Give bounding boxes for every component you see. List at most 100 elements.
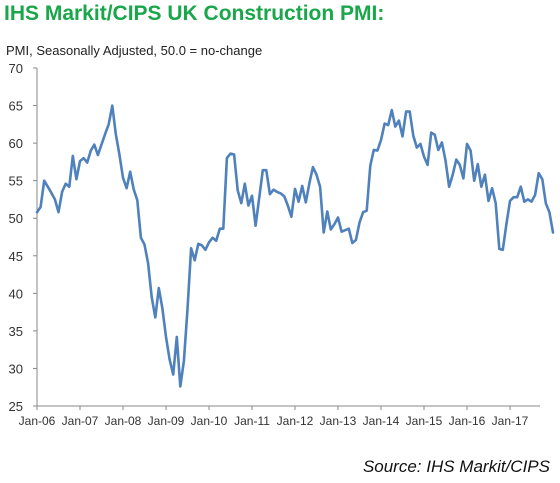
data-point <box>158 287 160 289</box>
plot-area <box>35 104 555 388</box>
data-point <box>538 172 540 174</box>
y-tick-label: 45 <box>9 249 23 264</box>
y-tick-label: 25 <box>9 399 23 414</box>
data-point <box>308 183 310 185</box>
data-point <box>477 163 479 165</box>
data-point <box>269 193 271 195</box>
data-point <box>344 229 346 231</box>
data-point <box>237 189 239 191</box>
data-point <box>244 183 246 185</box>
data-point <box>54 198 56 200</box>
data-point <box>487 200 489 202</box>
data-point <box>254 225 256 227</box>
y-tick-label: 65 <box>9 99 23 114</box>
data-point <box>65 183 67 185</box>
data-point <box>283 195 285 197</box>
data-point <box>305 201 307 203</box>
data-point <box>204 249 206 251</box>
data-point <box>502 249 504 251</box>
data-point <box>143 243 145 245</box>
data-point <box>151 296 153 298</box>
data-point <box>480 186 482 188</box>
data-point <box>104 133 106 135</box>
data-point <box>297 201 299 203</box>
data-point <box>369 164 371 166</box>
data-point <box>222 228 224 230</box>
data-point <box>362 211 364 213</box>
x-tick-label: Jan-10 <box>191 414 228 428</box>
data-point <box>168 358 170 360</box>
data-point <box>111 104 113 106</box>
x-tick-label: Jan-09 <box>148 414 185 428</box>
data-point <box>405 110 407 112</box>
x-tick-label: Jan-13 <box>320 414 357 428</box>
data-point <box>262 169 264 171</box>
data-point <box>520 186 522 188</box>
data-point <box>315 174 317 176</box>
y-tick-label: 40 <box>9 286 23 301</box>
data-point <box>251 195 253 197</box>
data-point <box>512 196 514 198</box>
data-point <box>434 134 436 136</box>
data-point <box>426 164 428 166</box>
data-point <box>348 228 350 230</box>
data-point <box>294 188 296 190</box>
data-point <box>161 307 163 309</box>
data-point <box>351 242 353 244</box>
data-point <box>509 200 511 202</box>
data-point <box>140 237 142 239</box>
y-axis: 25 30 35 40 45 50 55 60 65 70 <box>9 61 38 414</box>
data-point <box>290 216 292 218</box>
data-point <box>100 143 102 145</box>
data-point <box>240 202 242 204</box>
data-point <box>340 231 342 233</box>
x-tick-label: Jan-15 <box>406 414 443 428</box>
data-point <box>280 192 282 194</box>
data-point <box>545 202 547 204</box>
data-point <box>401 135 403 137</box>
data-point <box>409 110 411 112</box>
data-point <box>219 228 221 230</box>
data-point <box>186 308 188 310</box>
data-point <box>258 197 260 199</box>
data-point <box>387 124 389 126</box>
y-tick-label: 70 <box>9 61 23 76</box>
data-point <box>319 186 321 188</box>
data-point <box>68 186 70 188</box>
data-point <box>312 166 314 168</box>
x-tick-label: Jan-06 <box>19 414 56 428</box>
data-point <box>527 198 529 200</box>
data-point <box>39 206 41 208</box>
x-tick-label: Jan-07 <box>62 414 99 428</box>
data-point <box>276 191 278 193</box>
chart-title: IHS Markit/CIPS UK Construction PMI: <box>4 2 385 25</box>
data-point <box>183 360 185 362</box>
data-point <box>366 210 368 212</box>
data-point <box>118 153 120 155</box>
data-point <box>330 228 332 230</box>
data-point <box>97 154 99 156</box>
data-point <box>455 158 457 160</box>
data-point <box>208 241 210 243</box>
data-point <box>197 243 199 245</box>
data-point <box>136 199 138 201</box>
data-point <box>93 143 95 145</box>
data-point <box>376 149 378 151</box>
x-tick-label: Jan-14 <box>363 414 400 428</box>
data-point <box>108 123 110 125</box>
data-point <box>444 159 446 161</box>
data-point <box>72 155 74 157</box>
data-point <box>82 157 84 159</box>
data-point <box>530 201 532 203</box>
data-point <box>419 143 421 145</box>
data-point <box>194 259 196 261</box>
data-point <box>323 231 325 233</box>
data-point <box>398 119 400 121</box>
y-tick-label: 55 <box>9 174 23 189</box>
data-point <box>179 385 181 387</box>
data-point <box>172 373 174 375</box>
y-tick-label: 60 <box>9 136 23 151</box>
data-point <box>36 211 38 213</box>
data-point <box>47 186 49 188</box>
